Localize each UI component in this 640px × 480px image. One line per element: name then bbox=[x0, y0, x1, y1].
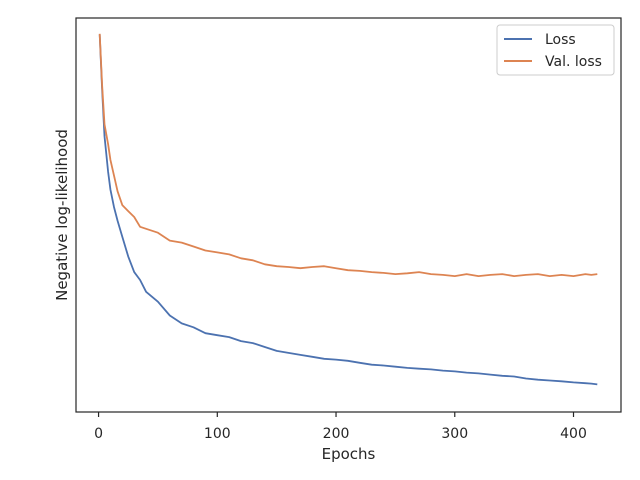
ticks-layer: 0 100 200 300 400 bbox=[94, 412, 587, 442]
legend-label-val-loss: Val. loss bbox=[545, 54, 602, 70]
x-tick-label: 0 bbox=[94, 426, 103, 442]
plot-frame bbox=[75, 17, 622, 413]
x-tick-label: 100 bbox=[204, 426, 231, 442]
x-tick-label: 200 bbox=[323, 426, 350, 442]
legend-box bbox=[496, 24, 615, 76]
series-line-loss bbox=[98, 34, 598, 386]
legend: Loss Val. loss bbox=[496, 24, 615, 76]
x-axis-label: Epochs bbox=[322, 445, 376, 463]
x-tick-label: 300 bbox=[441, 426, 468, 442]
y-axis-label: Negative log-likelihood bbox=[53, 129, 71, 301]
legend-label-loss: Loss bbox=[545, 32, 576, 48]
series-line-val-loss bbox=[98, 33, 598, 278]
series-layer bbox=[98, 33, 598, 386]
x-tick-label: 400 bbox=[560, 426, 587, 442]
